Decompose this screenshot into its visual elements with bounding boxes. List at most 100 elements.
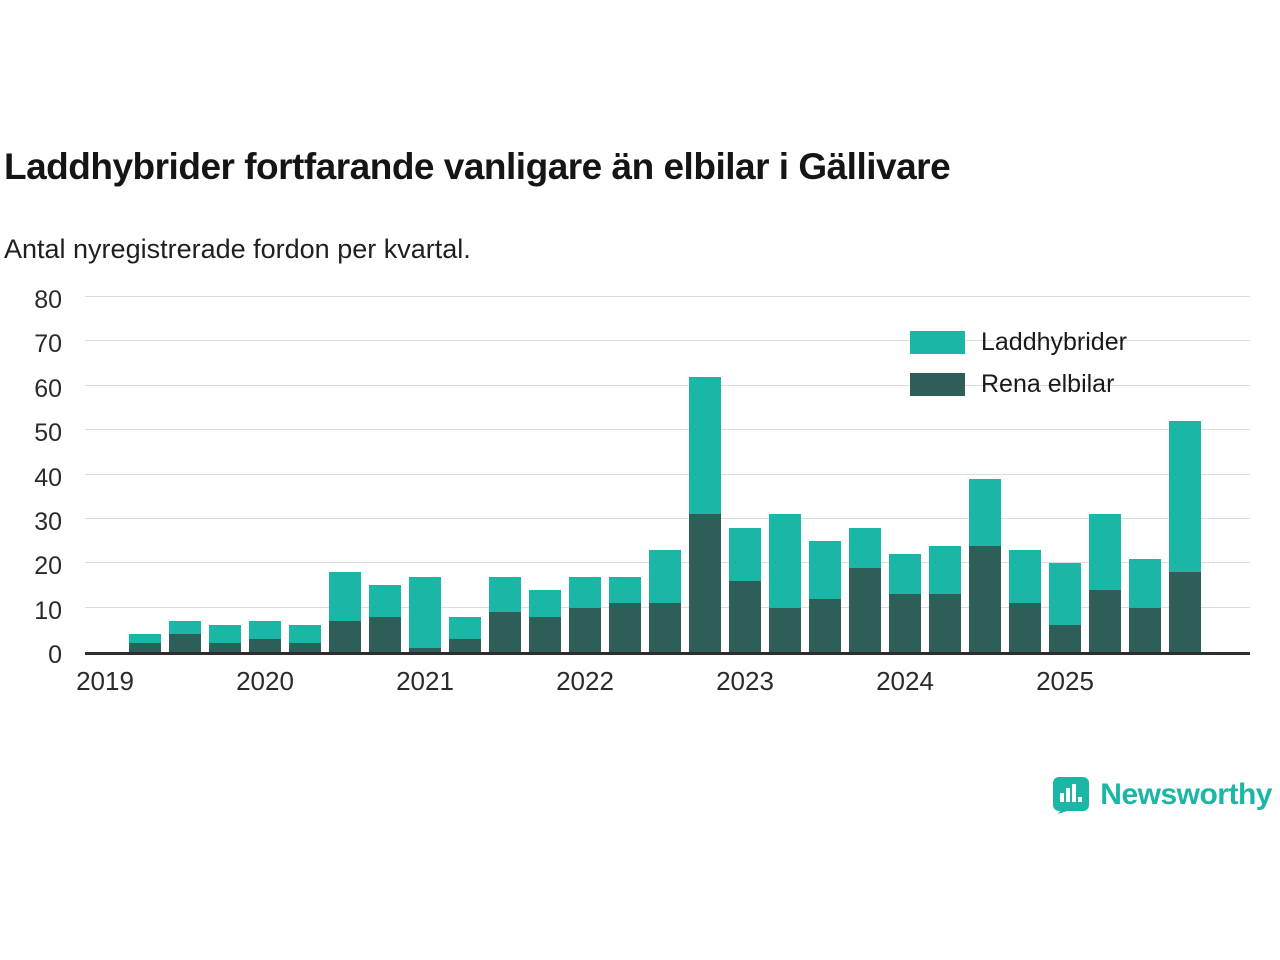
bar-segment-laddhybrider <box>209 625 241 644</box>
legend-label-laddhybrider: Laddhybrider <box>981 328 1127 356</box>
bar-segment-laddhybrider <box>1009 549 1041 604</box>
bar-2022-q3 <box>649 300 681 652</box>
bar-segment-rena-elbilar <box>649 603 681 652</box>
bar-segment-rena-elbilar <box>1049 625 1081 652</box>
bar-2023-q4 <box>849 300 881 652</box>
bar-segment-laddhybrider <box>849 527 881 568</box>
bar-segment-rena-elbilar <box>849 567 881 652</box>
bar-segment-laddhybrider <box>969 478 1001 546</box>
bar-chart-speech-bubble-icon <box>1053 777 1090 814</box>
bar-segment-rena-elbilar <box>769 607 801 652</box>
bar-segment-rena-elbilar <box>609 603 641 652</box>
y-tick-label: 80 <box>34 286 62 314</box>
bar-segment-laddhybrider <box>129 634 161 644</box>
legend: Laddhybrider Rena elbilar <box>910 328 1127 399</box>
plot-area <box>85 296 1250 655</box>
bar-segment-rena-elbilar <box>409 647 441 652</box>
bar-segment-laddhybrider <box>569 576 601 608</box>
y-tick-label: 70 <box>34 330 62 359</box>
legend-item-rena-elbilar: Rena elbilar <box>910 370 1127 399</box>
bar-segment-laddhybrider <box>809 541 841 599</box>
bar-2021-q4 <box>529 300 561 652</box>
bar-segment-laddhybrider <box>649 549 681 604</box>
bar-segment-rena-elbilar <box>969 545 1001 652</box>
bar-segment-laddhybrider <box>249 620 281 639</box>
bar-segment-laddhybrider <box>409 576 441 648</box>
bar-segment-rena-elbilar <box>169 634 201 652</box>
bar-segment-rena-elbilar <box>889 594 921 652</box>
bar-segment-laddhybrider <box>1089 514 1121 590</box>
bar-2025-q3 <box>1129 300 1161 652</box>
bar-2024-q3 <box>969 300 1001 652</box>
bar-2024-q1 <box>889 300 921 652</box>
gridline <box>85 429 1250 431</box>
chart-title: Laddhybrider fortfarande vanligare än el… <box>4 146 951 187</box>
bar-segment-laddhybrider <box>449 616 481 639</box>
bar-segment-rena-elbilar <box>249 638 281 652</box>
bar-segment-rena-elbilar <box>689 514 721 652</box>
gridline <box>85 473 1250 475</box>
bar-segment-laddhybrider <box>769 514 801 608</box>
bar-2023-q3 <box>809 300 841 652</box>
legend-label-rena-elbilar: Rena elbilar <box>981 370 1115 398</box>
bar-2019-q1 <box>89 300 121 652</box>
y-axis: 0 10 20 30 40 50 60 70 80 <box>0 286 62 669</box>
bar-2025-q1 <box>1049 300 1081 652</box>
bar-segment-rena-elbilar <box>809 598 841 652</box>
bar-segment-laddhybrider <box>1049 563 1081 626</box>
bar-segment-rena-elbilar <box>1169 572 1201 652</box>
legend-item-laddhybrider: Laddhybrider <box>910 328 1127 357</box>
y-tick-label: 30 <box>34 507 62 536</box>
legend-swatch-laddhybrider <box>910 331 965 354</box>
bar-segment-laddhybrider <box>889 554 921 595</box>
bar-segment-laddhybrider <box>169 620 201 635</box>
bar-segment-rena-elbilar <box>289 643 321 652</box>
bar-2019-q2 <box>129 300 161 652</box>
bar-segment-rena-elbilar <box>449 638 481 652</box>
y-tick-label: 50 <box>34 419 62 448</box>
bar-2020-q3 <box>329 300 361 652</box>
y-tick-label: 10 <box>34 596 62 625</box>
bar-segment-laddhybrider <box>929 545 961 595</box>
y-tick-label: 40 <box>34 463 62 492</box>
bar-segment-rena-elbilar <box>209 643 241 652</box>
bar-segment-laddhybrider <box>689 376 721 515</box>
x-tick-label-2023: 2023 <box>716 666 774 696</box>
y-tick-label: 20 <box>34 552 62 581</box>
bar-2021-q3 <box>489 300 521 652</box>
bar-2022-q1 <box>569 300 601 652</box>
bar-2023-q1 <box>729 300 761 652</box>
bar-segment-laddhybrider <box>489 576 521 613</box>
bar-2019-q3 <box>169 300 201 652</box>
gridline <box>85 340 1250 342</box>
bar-segment-rena-elbilar <box>1089 589 1121 652</box>
bar-2024-q2 <box>929 300 961 652</box>
x-tick-label-2025: 2025 <box>1036 666 1094 696</box>
bar-segment-laddhybrider <box>609 576 641 604</box>
bar-segment-laddhybrider <box>529 589 561 617</box>
bar-segment-rena-elbilar <box>129 643 161 652</box>
bar-2023-q2 <box>769 300 801 652</box>
x-axis: 2019 2020 2021 2022 2023 2024 2025 <box>76 666 1250 700</box>
bar-2020-q1 <box>249 300 281 652</box>
bar-2022-q2 <box>609 300 641 652</box>
bar-segment-laddhybrider <box>289 625 321 644</box>
bar-segment-rena-elbilar <box>729 581 761 652</box>
legend-swatch-rena-elbilar <box>910 373 965 396</box>
x-tick-label-2020: 2020 <box>236 666 294 696</box>
bar-2020-q2 <box>289 300 321 652</box>
bar-segment-rena-elbilar <box>1129 607 1161 652</box>
gridline <box>85 384 1250 386</box>
bar-2025-q4 <box>1169 300 1201 652</box>
chart-subtitle: Antal nyregistrerade fordon per kvartal. <box>4 234 471 264</box>
gridline <box>85 517 1250 519</box>
y-tick-label: 0 <box>48 641 62 669</box>
bar-segment-rena-elbilar <box>329 620 361 652</box>
bar-segment-laddhybrider <box>1129 558 1161 608</box>
bar-segment-laddhybrider <box>329 572 361 621</box>
brand-name: Newsworthy <box>1100 778 1272 811</box>
y-tick-label: 60 <box>34 374 62 403</box>
bar-segment-rena-elbilar <box>569 607 601 652</box>
bar-2020-q4 <box>369 300 401 652</box>
